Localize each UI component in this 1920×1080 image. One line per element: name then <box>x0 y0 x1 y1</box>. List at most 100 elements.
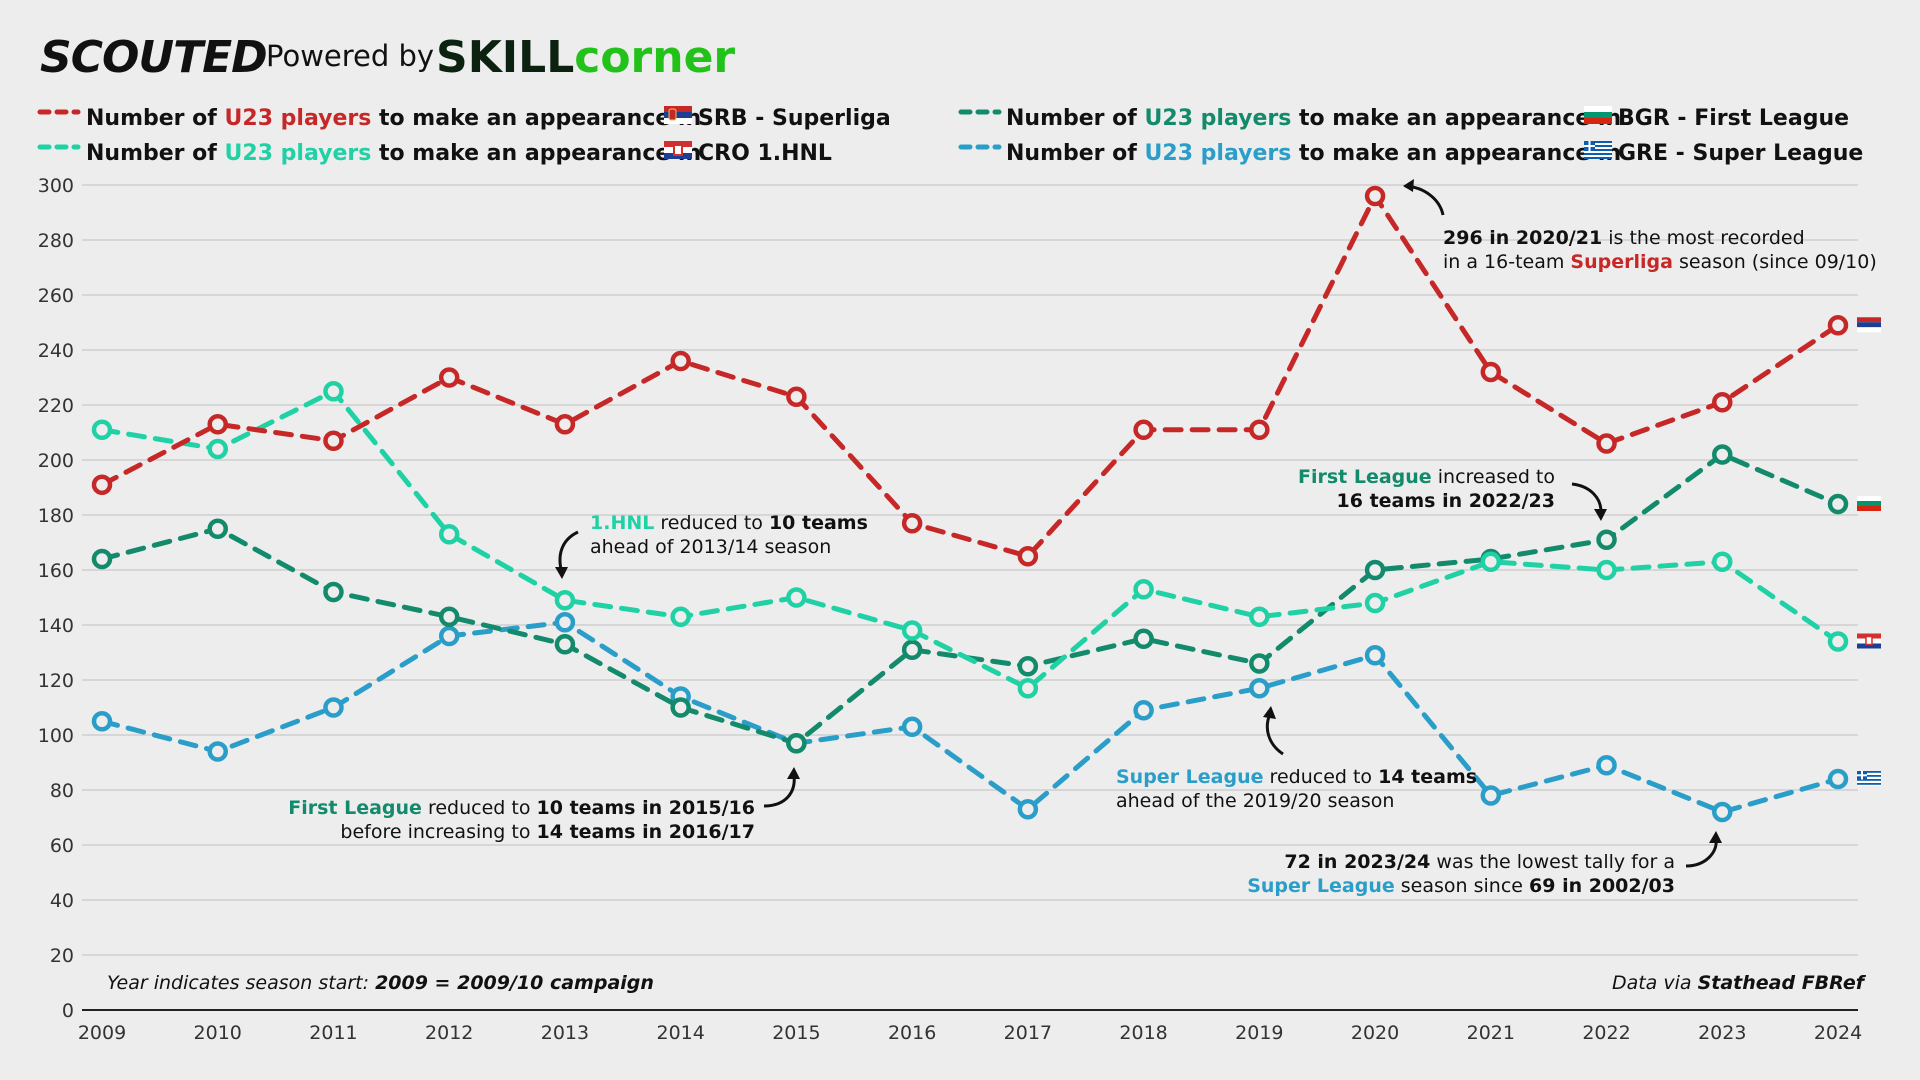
annotation-gre-reduce: Super League reduced to 14 teams ahead o… <box>1116 706 1477 812</box>
data-point-bgr-2023 <box>1712 444 1733 465</box>
data-point-cro-2017 <box>1017 678 1039 699</box>
data-point-bgr-2011 <box>323 581 344 603</box>
data-point-cro-2021 <box>1480 551 1502 572</box>
x-tick-label: 2019 <box>1235 1022 1283 1044</box>
legend: Number of U23 players to make an appeara… <box>37 106 1863 166</box>
y-tick-label: 60 <box>50 835 74 857</box>
data-point-gre-2010 <box>207 741 228 762</box>
annotation-text-bgr-reduce-line2: before increasing to 14 teams in 2016/17 <box>340 821 755 843</box>
header: SCOUTED Powered by SKILLcorner <box>40 32 735 83</box>
y-tick-label: 120 <box>38 670 74 692</box>
data-point-srb-2017 <box>1017 546 1039 567</box>
data-point-cro-2009 <box>91 419 113 440</box>
y-tick-label: 100 <box>38 725 74 747</box>
x-tick-label: 2022 <box>1582 1022 1630 1044</box>
data-point-bgr-2010 <box>207 518 228 539</box>
x-tick-label: 2015 <box>772 1022 820 1044</box>
annotation-text-srb-peak-line2: in a 16-team Superliga season (since 09/… <box>1443 251 1877 273</box>
data-point-cro-2024 <box>1827 631 1849 652</box>
data-point-gre-2019 <box>1249 678 1270 699</box>
data-point-srb-2024 <box>1827 315 1849 336</box>
greece-flag-icon <box>1857 771 1881 786</box>
data-point-srb-2010 <box>207 414 228 435</box>
x-tick-label: 2020 <box>1351 1022 1399 1044</box>
data-point-cro-2015 <box>786 587 807 608</box>
data-point-srb-2020 <box>1364 185 1386 207</box>
data-point-bgr-2014 <box>670 697 691 718</box>
data-point-srb-2021 <box>1480 361 1502 383</box>
data-point-gre-2012 <box>438 625 460 647</box>
data-point-cro-2014 <box>670 606 691 627</box>
data-point-bgr-2020 <box>1364 559 1386 581</box>
annotation-arrow-gre-reduce <box>1265 713 1284 756</box>
y-tick-label: 260 <box>38 285 74 307</box>
annotation-text-hnl-line1: 1.HNL reduced to 10 teams <box>590 512 868 534</box>
serbia-flag-icon <box>1857 317 1881 333</box>
annotation-text-hnl-line2: ahead of 2013/14 season <box>590 536 831 558</box>
data-point-srb-2014 <box>670 350 691 372</box>
croatia-flag-icon <box>1857 633 1881 649</box>
annotation-text-bgr-reduce-line1: First League reduced to 10 teams in 2015… <box>288 797 755 819</box>
y-tick-label: 240 <box>38 340 74 362</box>
data-point-bgr-2017 <box>1017 656 1039 677</box>
data-point-gre-2011 <box>323 697 344 718</box>
annotation-text-gre-low-line1: 72 in 2023/24 was the lowest tally for a <box>1284 851 1675 873</box>
x-tick-label: 2013 <box>541 1022 589 1044</box>
data-point-srb-2013 <box>554 414 576 435</box>
y-tick-label: 300 <box>38 175 74 197</box>
data-point-srb-2012 <box>438 367 460 388</box>
annotation-text-gre-low-line2: Super League season since 69 in 2002/03 <box>1247 875 1675 897</box>
x-tick-label: 2024 <box>1814 1022 1862 1044</box>
bulgaria-flag-icon <box>1584 106 1612 124</box>
data-point-gre-2009 <box>91 711 113 732</box>
y-tick-label: 40 <box>50 890 74 912</box>
annotation-gre-low: 72 in 2023/24 was the lowest tally for a… <box>1247 831 1722 897</box>
end-flags <box>1857 317 1881 786</box>
greece-flag-icon <box>1584 141 1612 159</box>
data-point-cro-2018 <box>1133 579 1154 600</box>
bulgaria-flag-icon <box>1857 496 1881 511</box>
data-point-bgr-2012 <box>438 606 460 627</box>
legend-item-gre: Number of U23 players to make an appeara… <box>958 141 1863 166</box>
y-tick-label: 80 <box>50 780 74 802</box>
data-point-bgr-2013 <box>554 634 576 655</box>
data-point-cro-2010 <box>207 438 228 460</box>
series-gre <box>91 612 1849 823</box>
data-point-bgr-2022 <box>1596 529 1617 550</box>
data-point-bgr-2018 <box>1133 628 1154 649</box>
annotation-hnl: 1.HNL reduced to 10 teams ahead of 2013/… <box>555 512 868 579</box>
data-point-bgr-2016 <box>901 639 923 660</box>
data-point-gre-2021 <box>1480 785 1502 806</box>
legend-league-srb: SRB - Superliga <box>698 106 891 131</box>
data-point-srb-2015 <box>786 386 807 407</box>
annotation-bgr-reduce: First League reduced to 10 teams in 2015… <box>288 767 800 843</box>
annotation-arrow-bgr-reduce <box>763 774 796 808</box>
legend-league-bgr: BGR - First League <box>1618 106 1849 131</box>
y-axis: 0 20 40 60 80 100 120 140 160 180 200 220 240 260 280 3… <box>38 175 74 1022</box>
data-point-cro-2020 <box>1364 592 1386 614</box>
y-tick-label: 140 <box>38 615 74 637</box>
data-point-cro-2013 <box>554 590 576 611</box>
data-point-srb-2009 <box>91 474 113 495</box>
series-cro <box>91 381 1849 699</box>
annotation-arrowhead-srb-peak <box>1403 179 1414 192</box>
partner-logo-part2: corner <box>574 32 735 83</box>
series-line-gre <box>99 619 1841 815</box>
data-point-gre-2020 <box>1364 645 1386 666</box>
annotation-arrowhead-gre-low <box>1709 831 1722 843</box>
data-point-cro-2023 <box>1712 551 1733 572</box>
data-point-bgr-2024 <box>1827 493 1849 515</box>
data-point-srb-2018 <box>1133 419 1154 440</box>
x-tick-label: 2021 <box>1467 1022 1515 1044</box>
footnote-data-source: Data via Stathead FBRef <box>1612 972 1867 994</box>
annotation-text-bgr-increase-line2: 16 teams in 2022/23 <box>1337 490 1555 512</box>
y-tick-label: 220 <box>38 395 74 417</box>
annotation-arrow-hnl <box>558 530 579 574</box>
x-tick-label: 2011 <box>309 1022 357 1044</box>
data-point-gre-2024 <box>1827 768 1849 790</box>
data-point-gre-2022 <box>1596 755 1617 776</box>
data-point-gre-2018 <box>1133 700 1154 721</box>
annotation-text-bgr-increase-line1: First League increased to <box>1298 466 1555 488</box>
data-point-srb-2022 <box>1596 433 1617 454</box>
